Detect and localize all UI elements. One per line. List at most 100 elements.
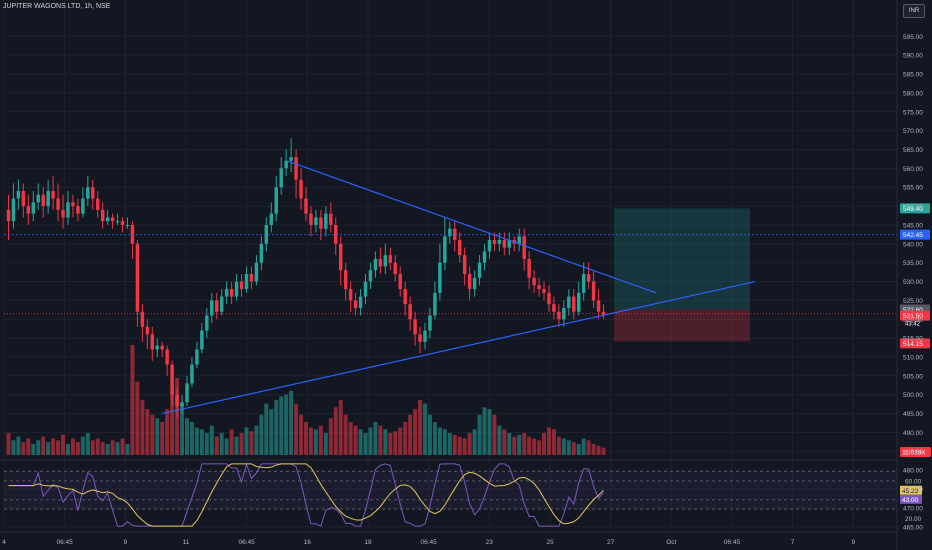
volume-value-badge: 11.038K bbox=[902, 450, 926, 457]
candle-body bbox=[443, 236, 447, 263]
candle-body bbox=[249, 274, 254, 282]
candle-body bbox=[145, 326, 150, 335]
volume-bar bbox=[373, 422, 378, 455]
candle-body bbox=[31, 202, 36, 214]
price-tick-label: 480.00 bbox=[903, 468, 923, 475]
volume-bar bbox=[304, 422, 308, 455]
rsi-pane: 60.00 20.00 45.23 43.00 bbox=[0, 459, 922, 527]
volume-bar bbox=[551, 429, 556, 455]
currency-badge[interactable]: INR bbox=[903, 4, 925, 18]
rsi-ma-badge-bg bbox=[900, 485, 922, 495]
volume-bar bbox=[358, 429, 363, 455]
candle-body bbox=[96, 198, 100, 210]
candle-body bbox=[353, 300, 358, 308]
long-position-tool[interactable] bbox=[614, 208, 750, 342]
price-axis[interactable]: 595.00 590.00 585.00 580.00 575.00 570.00 565.… bbox=[896, 0, 923, 550]
time-tick-label: 4 bbox=[2, 539, 6, 546]
price-tick-label: 510.00 bbox=[903, 355, 923, 362]
candle-body bbox=[21, 191, 26, 207]
volume-bar bbox=[338, 400, 343, 455]
candle-body bbox=[254, 262, 259, 282]
volume-bar bbox=[26, 438, 31, 455]
volume-bar bbox=[135, 381, 140, 455]
volume-bar bbox=[170, 390, 175, 455]
volume-bar bbox=[333, 407, 338, 455]
candle-body bbox=[100, 209, 105, 222]
time-tick-label: 06:45 bbox=[57, 539, 74, 546]
volume-bar bbox=[576, 444, 581, 455]
candle-body bbox=[492, 240, 497, 244]
volume-bar bbox=[51, 438, 56, 455]
volume-bar bbox=[269, 409, 274, 455]
candle-body bbox=[338, 243, 343, 271]
price-tick-label: 500.00 bbox=[903, 392, 923, 399]
symbol-title[interactable]: JUPITER WAGONS LTD, 1h, NSE bbox=[3, 3, 111, 10]
candle-body bbox=[294, 157, 298, 180]
volume-bar bbox=[6, 433, 11, 455]
volume-bar bbox=[46, 442, 51, 455]
candlestick-series bbox=[6, 138, 606, 418]
time-tick-label: 11 bbox=[183, 539, 190, 546]
candle-body bbox=[185, 383, 189, 403]
volume-bar bbox=[11, 440, 16, 455]
time-tick-label: 23 bbox=[486, 539, 494, 546]
candle-body bbox=[586, 274, 591, 282]
candle-body bbox=[135, 243, 140, 312]
candle-body bbox=[418, 334, 422, 342]
volume-bar bbox=[204, 433, 209, 455]
candle-body bbox=[358, 296, 363, 308]
price-tick-label: 570.00 bbox=[903, 128, 923, 135]
time-tick-label: 16 bbox=[304, 539, 312, 546]
volume-bar bbox=[219, 433, 224, 455]
time-axis[interactable]: 4 06:45 9 11 06:45 16 18 06:45 23 25 27 Oct 06:45 7 9 bbox=[0, 531, 897, 546]
candle-body bbox=[373, 258, 378, 271]
volume-bar bbox=[512, 436, 517, 455]
volume-bar bbox=[561, 438, 566, 455]
price-tick-label: 540.00 bbox=[903, 241, 923, 248]
candle-body bbox=[110, 217, 115, 222]
candle-body bbox=[16, 191, 21, 199]
candle-body bbox=[224, 289, 229, 297]
price-tick-label: 535.00 bbox=[903, 260, 923, 267]
time-tick-label: 9 bbox=[851, 539, 855, 546]
time-tick-label: 06:45 bbox=[724, 539, 741, 546]
volume-bar bbox=[56, 440, 61, 455]
volume-bar bbox=[16, 436, 21, 455]
price-tick-label: 485.00 bbox=[903, 449, 923, 456]
volume-bar bbox=[601, 447, 606, 455]
volume-bar bbox=[155, 418, 160, 455]
price-tick-label: 490.00 bbox=[903, 430, 923, 437]
volume-bar bbox=[209, 425, 214, 455]
upper-trendline bbox=[286, 160, 657, 294]
candle-body bbox=[86, 187, 90, 199]
volume-bar bbox=[398, 427, 403, 455]
volume-bar bbox=[194, 427, 199, 455]
candle-body bbox=[477, 262, 482, 278]
volume-bar bbox=[284, 394, 289, 455]
volume-bar bbox=[403, 422, 408, 455]
volume-bar bbox=[105, 444, 110, 455]
candle-body bbox=[393, 262, 397, 274]
volume-bar bbox=[527, 436, 532, 455]
time-tick-label: 06:45 bbox=[239, 539, 256, 546]
volume-bar bbox=[90, 440, 95, 455]
candle-body bbox=[423, 330, 427, 342]
volume-bar bbox=[546, 427, 551, 455]
volume-bar bbox=[502, 429, 507, 455]
volume-bar bbox=[482, 407, 487, 455]
volume-bar bbox=[70, 438, 75, 455]
rsi-ma-value-badge: 43.00 bbox=[902, 497, 919, 504]
candle-body bbox=[299, 179, 303, 199]
volume-bar bbox=[66, 444, 70, 455]
volume-bar bbox=[457, 436, 462, 455]
volume-bar bbox=[378, 425, 383, 455]
trendlines[interactable] bbox=[161, 160, 756, 415]
time-tick-label: 7 bbox=[791, 539, 795, 546]
volume-bar bbox=[279, 396, 284, 455]
stop-price-badge: 514.15 bbox=[903, 341, 923, 348]
volume-bar bbox=[294, 403, 299, 455]
volume-bar bbox=[393, 431, 398, 455]
volume-bar bbox=[383, 429, 388, 455]
candle-body bbox=[581, 274, 586, 293]
